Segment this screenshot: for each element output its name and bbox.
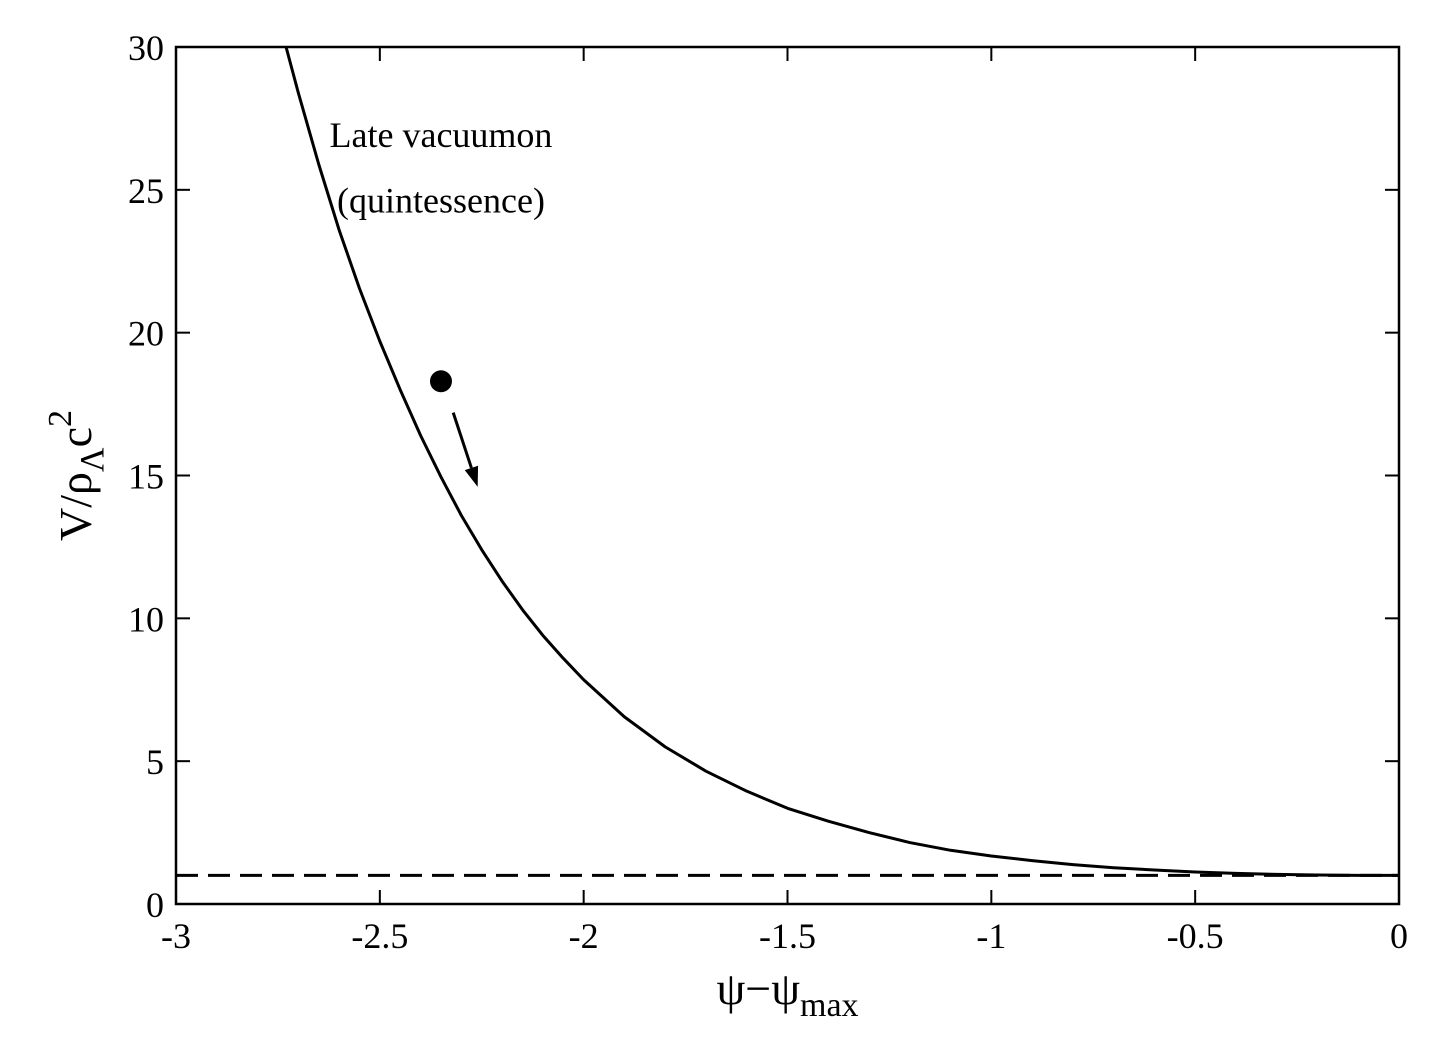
roll-direction-arrowhead [464, 465, 479, 487]
y-axis-title-base: V/ρ [50, 472, 101, 541]
y-tick-label: 15 [128, 457, 164, 497]
x-tick-label: -3 [161, 916, 191, 956]
y-axis-title-sub: Λ [74, 447, 111, 472]
x-tick-label: -1.5 [759, 916, 816, 956]
ticks-layer [175, 46, 1400, 905]
y-axis-title-mid: c [50, 427, 101, 447]
x-tick-label: -2 [569, 916, 599, 956]
y-tick-label: 25 [128, 171, 164, 211]
y-tick-label: 5 [146, 742, 164, 782]
x-axis-title-sub: max [800, 987, 859, 1024]
roll-direction-arrow [451, 412, 473, 469]
x-tick-label: -2.5 [351, 916, 408, 956]
series-layer [176, 46, 1400, 877]
y-tick-label: 30 [128, 28, 164, 68]
y-tick-label: 0 [146, 885, 164, 925]
annotation-label-subtitle: (quintessence) [337, 181, 545, 221]
field-marker-dot [429, 370, 452, 393]
y-tick-label: 10 [128, 599, 164, 639]
y-axis-title-sup: 2 [42, 410, 79, 427]
x-tick-label: -0.5 [1167, 916, 1224, 956]
y-tick-label: 20 [128, 314, 164, 354]
tick-labels-layer: -3 -2.5 -2 -1.5 -1 -0.5 0 0 5 10 15 20 25 30 [128, 28, 1408, 956]
x-tick-label: -1 [976, 916, 1006, 956]
x-tick-label: 0 [1390, 916, 1408, 956]
annotation-label-title: Late vacuumon [330, 115, 553, 155]
x-axis-title-main: ψ−ψ [716, 963, 800, 1014]
annotation-layer: Late vacuumon (quintessence) [330, 115, 553, 487]
y-axis-title: V/ρΛc2 [42, 410, 111, 541]
series-potential [284, 46, 1400, 877]
x-axis-title: ψ−ψmax [716, 963, 858, 1024]
plot-frame [174, 45, 1401, 906]
